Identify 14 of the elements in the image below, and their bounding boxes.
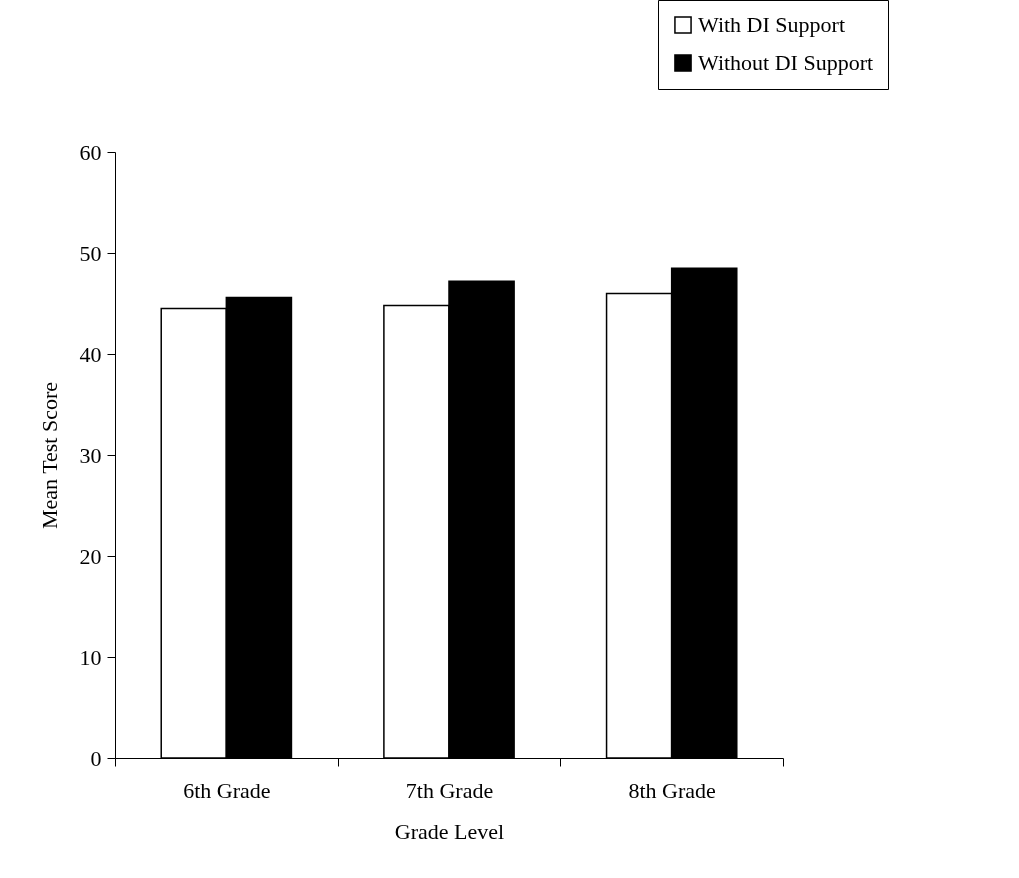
y-tick-label: 20 xyxy=(79,543,102,569)
y-tick-label: 40 xyxy=(79,341,102,367)
y-tick-label: 30 xyxy=(79,442,102,468)
legend-label: With DI Support xyxy=(698,12,845,37)
x-tick-label: 8th Grade xyxy=(628,777,716,803)
y-tick-label: 0 xyxy=(90,745,102,771)
y-tick-label: 50 xyxy=(79,240,102,266)
x-tick-label: 7th Grade xyxy=(405,777,494,803)
legend-label: Without DI Support xyxy=(698,50,874,75)
y-tick-label: 10 xyxy=(79,644,102,670)
x-axis-title: Grade Level xyxy=(394,818,505,844)
y-tick-label: 60 xyxy=(79,139,102,165)
y-axis-title: Mean Test Score xyxy=(36,381,62,530)
x-tick-label: 6th Grade xyxy=(183,777,271,803)
